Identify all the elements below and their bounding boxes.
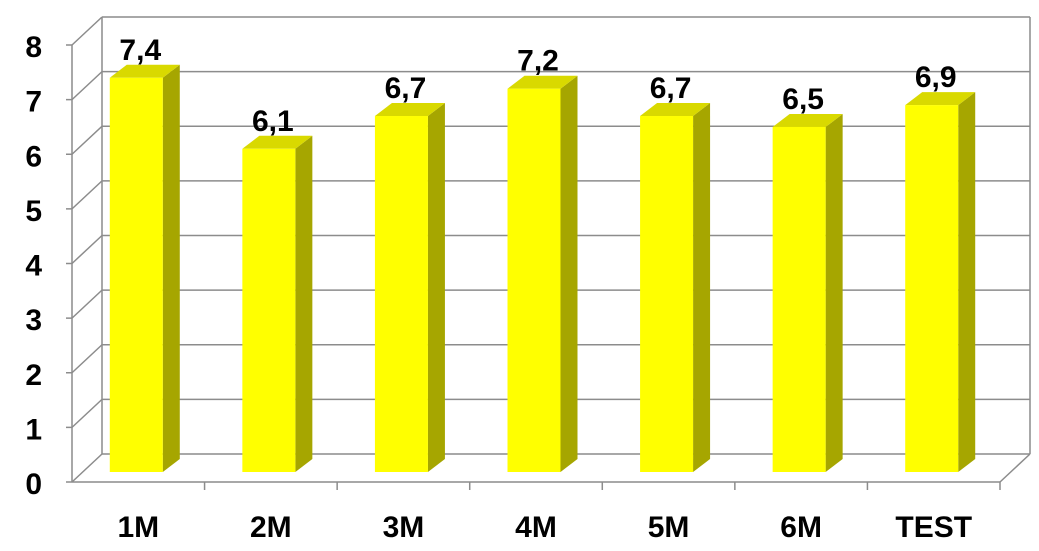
bar-2M — [242, 148, 296, 472]
data-label-TEST: 6,9 — [915, 61, 957, 94]
y-tick-label-6: 6 — [25, 140, 42, 173]
x-tick-label-1M: 1M — [117, 511, 159, 544]
bar-top-TEST — [905, 92, 976, 106]
x-tick-label-3M: 3M — [383, 511, 425, 544]
x-tick-label-6M: 6M — [780, 511, 822, 544]
bar-5M — [640, 116, 694, 472]
x-tick-label-2M: 2M — [250, 511, 292, 544]
x-tick-label-4M: 4M — [515, 511, 557, 544]
bar-side-4M — [560, 75, 578, 472]
bar-top-3M — [374, 103, 445, 117]
data-label-3M: 6,7 — [385, 72, 427, 105]
side-gridline-8 — [71, 16, 103, 46]
side-gridline-4 — [71, 234, 103, 265]
bar-side-1M — [162, 64, 180, 473]
side-gridline-2 — [71, 344, 103, 374]
bar-side-TEST — [958, 92, 976, 473]
y-tick-label-2: 2 — [25, 359, 42, 392]
bar-side-6M — [825, 113, 843, 472]
y-tick-label-4: 4 — [25, 250, 42, 283]
bar-top-5M — [640, 103, 711, 117]
bar-top-6M — [772, 113, 843, 127]
bar-top-2M — [242, 135, 313, 149]
bar-1M — [109, 77, 163, 473]
y-tick-label-1: 1 — [25, 413, 42, 446]
data-label-4M: 7,2 — [517, 45, 559, 78]
axes — [66, 17, 1031, 490]
side-gridline-3 — [71, 289, 103, 319]
bar-side-3M — [427, 103, 445, 472]
bar-6M — [772, 126, 826, 472]
y-tick-label-7: 7 — [25, 86, 42, 119]
side-gridline-7 — [71, 71, 103, 101]
side-gridline-6 — [71, 125, 103, 155]
bar-side-5M — [693, 103, 711, 472]
data-label-6M: 6,5 — [782, 83, 824, 116]
x-tick-label-5M: 5M — [648, 511, 690, 544]
y-tick-label-0: 0 — [25, 468, 42, 501]
x-tick-label-TEST: TEST — [895, 511, 972, 544]
data-label-2M: 6,1 — [252, 105, 294, 138]
bar-side-2M — [295, 135, 313, 472]
bars — [109, 64, 976, 473]
bar-3M — [374, 116, 428, 472]
bar-top-4M — [507, 75, 578, 89]
y-tick-label-8: 8 — [25, 31, 42, 64]
y-tick-label-3: 3 — [25, 304, 42, 337]
bar-top-1M — [109, 64, 180, 78]
side-gridline-1 — [71, 398, 103, 428]
data-label-5M: 6,7 — [650, 72, 692, 105]
side-gridline-5 — [71, 180, 103, 210]
bar-TEST — [905, 105, 959, 473]
data-label-1M: 7,4 — [119, 34, 161, 67]
floor-right-edge — [999, 453, 1031, 483]
labels: 0 1 2 3 4 5 6 7 8 7,4 1M 6,1 2M 6,7 3M 7,2 4M 6,7 5M 6,5 6M 6… — [25, 31, 972, 544]
side-gridline-0 — [71, 453, 103, 483]
bar-4M — [507, 88, 561, 472]
y-tick-label-5: 5 — [25, 195, 42, 228]
